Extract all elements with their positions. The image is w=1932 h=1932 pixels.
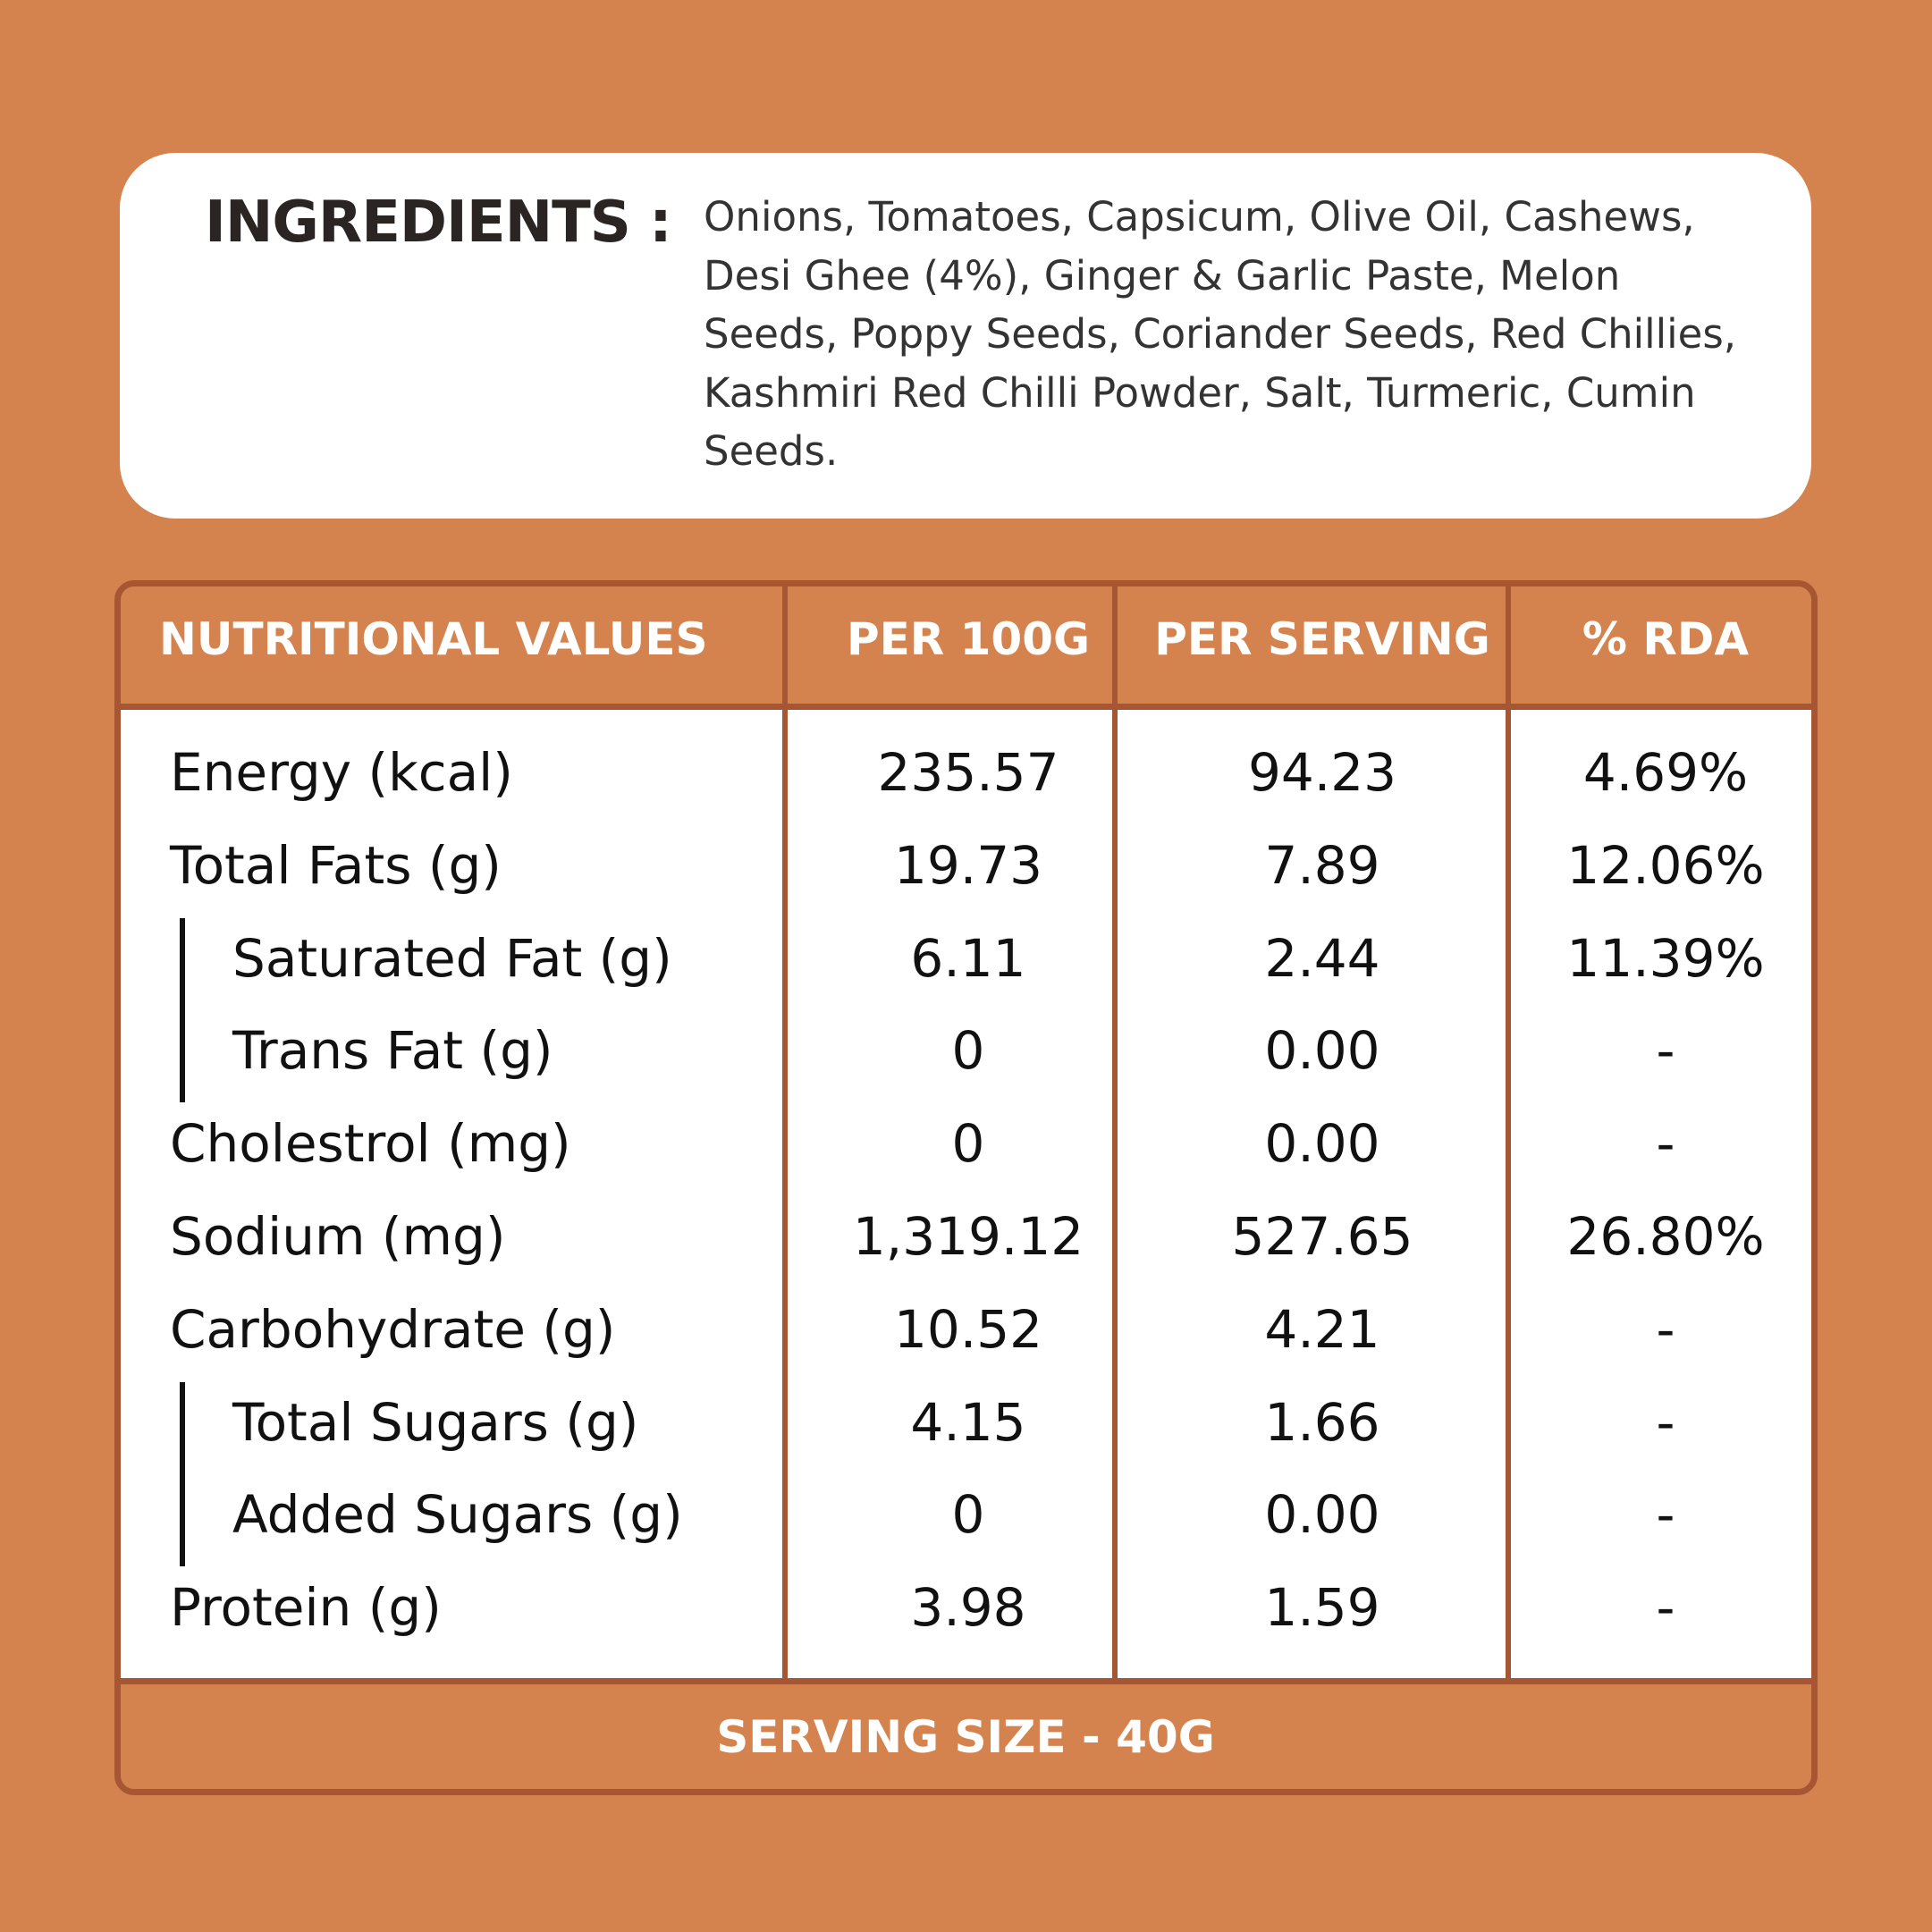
nutrient-value: 19.73	[893, 834, 1043, 896]
nutrient-value: 0	[951, 1113, 985, 1175]
nutrient-value: 10.52	[893, 1298, 1043, 1360]
header-cell: NUTRITIONAL VALUES	[159, 613, 708, 665]
nutrient-value: 11.39%	[1566, 927, 1765, 989]
nutrient-value: 527.65	[1231, 1206, 1413, 1267]
nutrient-value: 2.44	[1264, 927, 1380, 989]
nutrient-value: 4.15	[910, 1391, 1026, 1453]
ingredients-card	[120, 153, 1811, 519]
ingredients-text: Onions, Tomatoes, Capsicum, Olive Oil, C…	[704, 193, 1737, 475]
nutrient-value: 1.66	[1264, 1391, 1380, 1453]
nutrient-value: 4.69%	[1582, 742, 1749, 803]
nutrient-value: 6.11	[910, 927, 1026, 989]
nutrient-value: 235.57	[877, 742, 1059, 803]
nutrient-value: -	[1656, 1577, 1675, 1639]
nutrient-value: 4.21	[1264, 1298, 1380, 1360]
nutrient-value: 0.00	[1264, 1020, 1380, 1082]
nutrient-value: 1,319.12	[852, 1206, 1084, 1267]
nutrient-value: 0	[951, 1484, 985, 1546]
column-divider	[782, 586, 788, 1684]
nutrient-value: -	[1656, 1484, 1675, 1546]
nutrient-name: Trans Fat (g)	[232, 1020, 553, 1082]
nutrient-name: Energy (kcal)	[170, 742, 513, 803]
nutrient-value: -	[1656, 1298, 1675, 1360]
nutrient-value: 7.89	[1264, 834, 1380, 896]
nutrient-name: Total Sugars (g)	[232, 1391, 639, 1453]
nutrient-name: Added Sugars (g)	[232, 1484, 683, 1546]
nutrition-table: NUTRITIONAL VALUES PER 100G PER SERVING % R…	[114, 580, 1818, 1795]
indent-bar	[180, 917, 185, 1103]
column-divider	[1112, 586, 1118, 1684]
nutrient-value: -	[1656, 1113, 1675, 1175]
nutrient-value: 3.98	[910, 1577, 1026, 1639]
serving-size: SERVING SIZE - 40G	[716, 1711, 1215, 1763]
header-cell: % RDA	[1582, 613, 1750, 665]
nutrient-name: Protein (g)	[170, 1577, 442, 1639]
nutrient-name: Cholestrol (mg)	[170, 1113, 571, 1175]
nutrient-name: Carbohydrate (g)	[170, 1298, 616, 1360]
nutrient-value: 0.00	[1264, 1113, 1380, 1175]
nutrient-value: -	[1656, 1020, 1675, 1082]
nutrient-value: 26.80%	[1566, 1206, 1765, 1267]
nutrient-value: 94.23	[1247, 742, 1397, 803]
nutrient-value: 0	[951, 1020, 985, 1082]
nutrient-value: 1.59	[1264, 1577, 1380, 1639]
nutrient-value: 12.06%	[1566, 834, 1765, 896]
nutrient-value: 0.00	[1264, 1484, 1380, 1546]
nutrient-value: -	[1656, 1391, 1675, 1453]
column-divider	[1506, 586, 1511, 1684]
nutrient-name: Saturated Fat (g)	[232, 927, 672, 989]
indent-bar	[180, 1381, 185, 1567]
header-cell: PER 100G	[846, 613, 1091, 665]
header-cell: PER SERVING	[1154, 613, 1490, 665]
table-body	[121, 704, 1811, 1684]
ingredients-title: INGREDIENTS :	[205, 190, 672, 256]
nutrient-name: Total Fats (g)	[170, 834, 502, 896]
nutrient-name: Sodium (mg)	[170, 1206, 506, 1267]
